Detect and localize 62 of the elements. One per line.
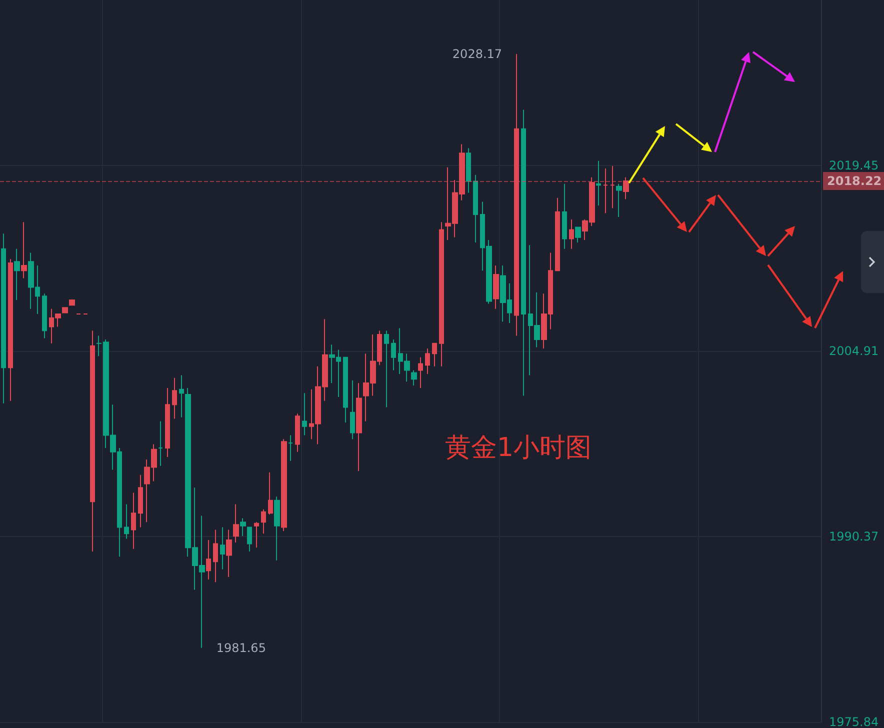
candlestick [343, 356, 348, 424]
y-tick-label: 1975.84 [829, 715, 879, 728]
candlestick [493, 265, 499, 310]
candlestick [240, 518, 246, 537]
candlestick [466, 148, 471, 194]
candlestick [233, 504, 239, 544]
candlestick [179, 374, 184, 418]
candlestick [562, 183, 567, 250]
candlestick [411, 370, 417, 386]
candlestick [206, 539, 211, 580]
candlestick [172, 377, 177, 420]
candlestick [8, 258, 13, 402]
annotation: 2028.17 [452, 46, 502, 61]
candlestick [62, 307, 68, 314]
candlestick [302, 392, 307, 436]
candlestick [432, 342, 437, 367]
candlestick [254, 522, 259, 548]
candlestick [439, 222, 444, 367]
candlestick [220, 526, 225, 570]
candlestick [623, 176, 629, 200]
candlestick [281, 438, 287, 532]
y-tick-label: 2019.45 [829, 158, 879, 172]
candlestick [90, 330, 95, 552]
candlestick [514, 53, 519, 336]
candlestick [69, 299, 75, 306]
candlestick [391, 339, 396, 371]
candlestick [603, 168, 608, 214]
candlestick [165, 388, 170, 458]
candlestick [268, 472, 273, 515]
candlestick [247, 526, 252, 552]
candlestick [14, 248, 20, 300]
candlestick [473, 174, 478, 244]
candlestick [610, 165, 615, 209]
candlestick [288, 434, 293, 462]
candlestick [21, 222, 27, 279]
candlestick [425, 348, 430, 375]
candlestick [158, 420, 163, 466]
candlestick [569, 219, 574, 250]
candlestick [226, 529, 232, 578]
candlestick [356, 382, 362, 472]
candlestick [555, 197, 560, 272]
candlestick [213, 529, 218, 583]
candlestick [616, 183, 622, 218]
candlestick [521, 109, 526, 396]
candlestick [384, 330, 389, 408]
candlestick [261, 508, 266, 534]
annotation: 黄金1小时图 [445, 433, 592, 463]
candlestick [418, 356, 423, 389]
candlestick [295, 413, 300, 452]
candlestick [131, 492, 136, 550]
y-tick-label: 2004.91 [829, 344, 879, 358]
candlestick [575, 226, 581, 244]
y-tick-label: 1990.37 [829, 530, 879, 544]
candlestick [596, 160, 601, 206]
ref-line-label: 2018.22 [827, 174, 882, 188]
candlestick [1, 233, 6, 404]
candlestick [42, 293, 47, 339]
candlestick [350, 380, 355, 440]
candlestick [124, 504, 129, 540]
annotation: 1981.65 [216, 640, 266, 655]
candlestick [274, 496, 280, 561]
candlestick [138, 474, 143, 528]
